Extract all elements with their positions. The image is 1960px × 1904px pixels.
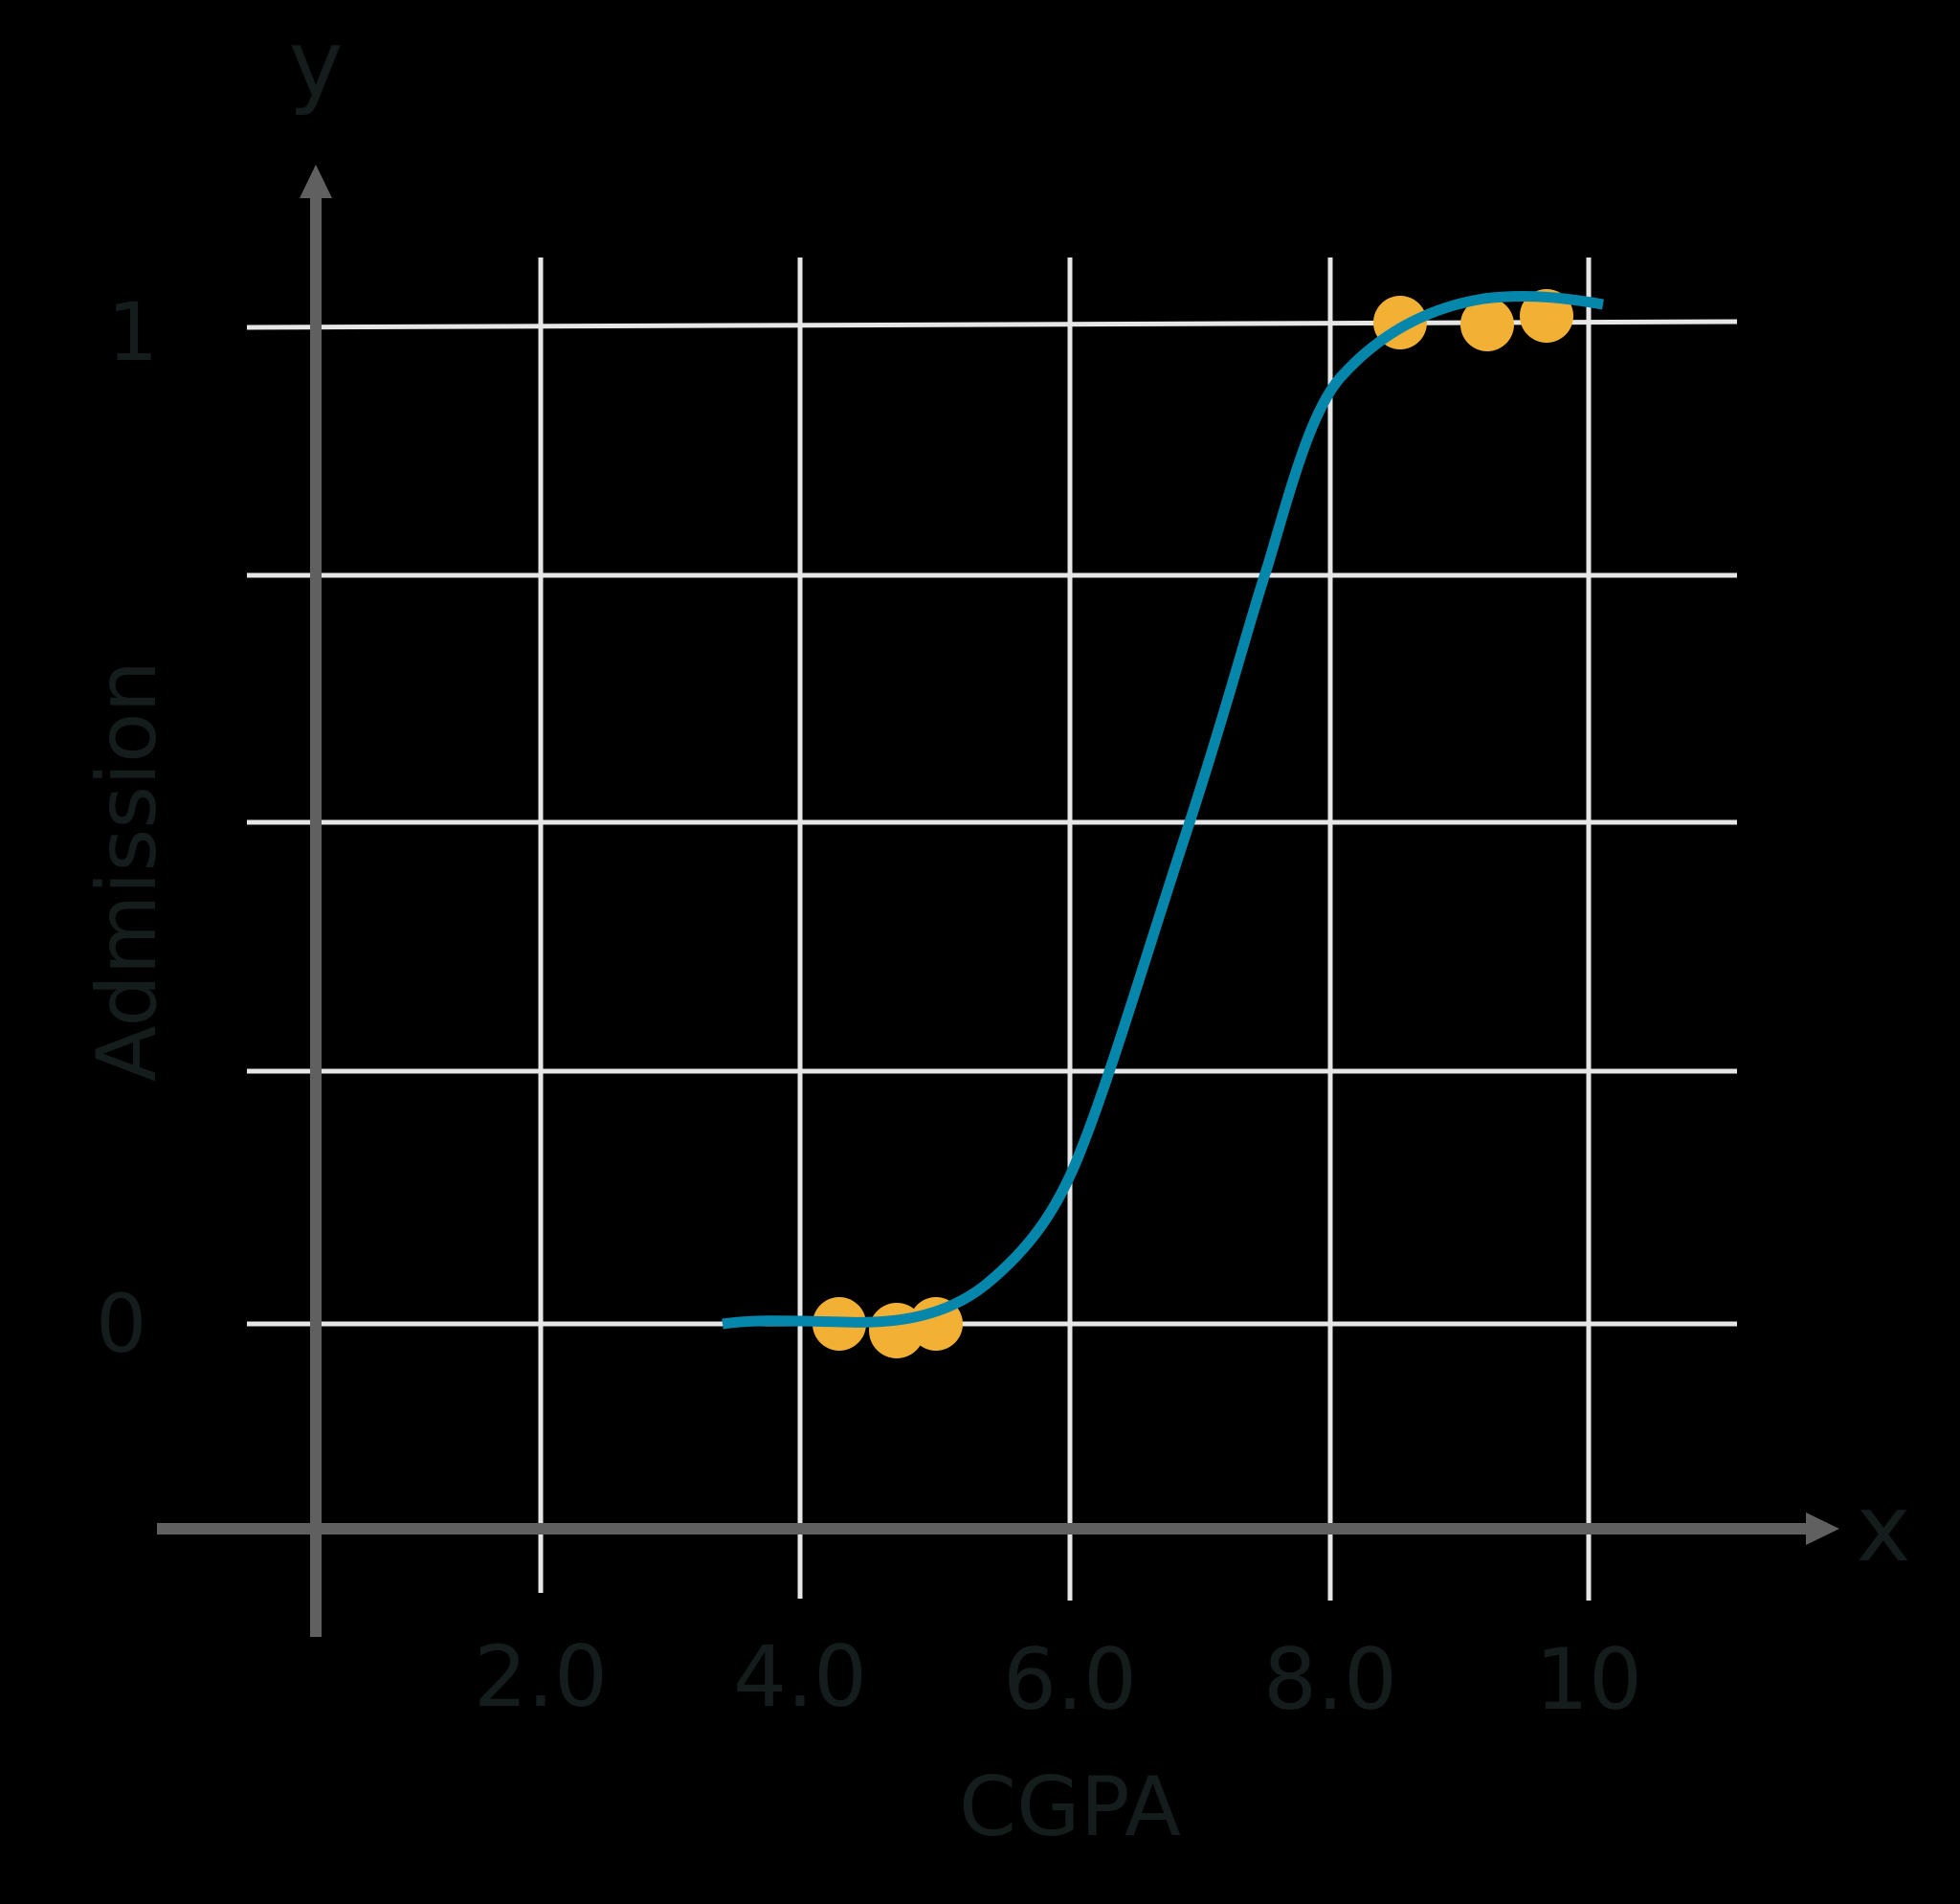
x-tick-label-10: 10 — [1535, 1630, 1642, 1729]
y-axis-title: Admission — [79, 661, 175, 1082]
x-axis-arrow-label: x — [1857, 1475, 1911, 1582]
y-tick-label-0: 0 — [96, 1277, 146, 1371]
x-axis-arrow-icon — [1806, 1512, 1839, 1545]
y-axis-arrow-label: y — [289, 11, 344, 118]
grid-horizontal — [246, 319, 1738, 1327]
x-tick-label-8: 8.0 — [1263, 1630, 1397, 1729]
grid-vertical — [538, 258, 1592, 1601]
x-axis — [157, 1512, 1839, 1545]
x-axis-title: CGPA — [959, 1759, 1181, 1855]
x-tick-label-4: 4.0 — [733, 1627, 867, 1726]
sigmoid-curve — [722, 291, 1604, 1330]
y-axis — [300, 165, 332, 1637]
y-axis-arrow-icon — [300, 165, 332, 198]
y-tick-label-1: 1 — [107, 285, 158, 379]
x-tick-label-6: 6.0 — [1003, 1630, 1137, 1729]
x-tick-label-2: 2.0 — [474, 1627, 608, 1726]
data-point — [1460, 298, 1514, 351]
